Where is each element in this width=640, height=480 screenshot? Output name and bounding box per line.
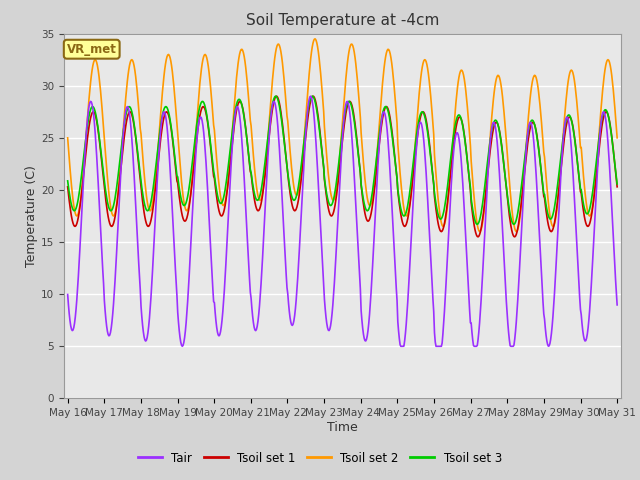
Tair [397, 343, 404, 349]
Tsoil set 3 [613, 181, 621, 187]
Tsoil set 3 [308, 93, 316, 99]
Tsoil set 1 [64, 184, 72, 190]
Title: Soil Temperature at -4cm: Soil Temperature at -4cm [246, 13, 439, 28]
Tsoil set 2 [74, 213, 81, 218]
Line: Tsoil set 3: Tsoil set 3 [68, 96, 617, 224]
Tsoil set 3 [74, 200, 81, 205]
Tair [427, 255, 435, 261]
Tair [613, 302, 621, 308]
Tsoil set 3 [426, 148, 434, 154]
Tsoil set 1 [186, 198, 194, 204]
Legend: Tair, Tsoil set 1, Tsoil set 2, Tsoil set 3: Tair, Tsoil set 1, Tsoil set 2, Tsoil se… [134, 447, 506, 469]
Tair [307, 93, 314, 99]
Tsoil set 3 [186, 179, 194, 185]
Tsoil set 1 [131, 123, 138, 129]
Tsoil set 3 [410, 154, 418, 160]
Tsoil set 2 [410, 159, 418, 165]
Tair [74, 286, 81, 291]
Tair [215, 333, 223, 339]
Tair [131, 173, 138, 179]
Tsoil set 2 [215, 182, 223, 188]
Tsoil set 3 [215, 198, 223, 204]
Tsoil set 2 [613, 135, 621, 141]
Tsoil set 3 [474, 221, 481, 227]
Tsoil set 2 [312, 36, 319, 42]
Tsoil set 2 [186, 196, 194, 202]
Tsoil set 1 [215, 208, 223, 214]
Tsoil set 1 [426, 144, 434, 150]
Tsoil set 3 [131, 121, 138, 127]
Tsoil set 1 [474, 234, 482, 240]
Tsoil set 2 [513, 229, 520, 235]
Tair [411, 172, 419, 178]
Tsoil set 2 [64, 135, 72, 141]
Tsoil set 2 [426, 84, 434, 90]
Line: Tsoil set 1: Tsoil set 1 [68, 96, 617, 237]
Tsoil set 1 [74, 218, 81, 224]
Text: VR_met: VR_met [67, 43, 116, 56]
Tsoil set 3 [64, 178, 72, 184]
Tsoil set 1 [410, 166, 418, 172]
Tair [64, 292, 72, 298]
Tsoil set 1 [309, 93, 317, 99]
Y-axis label: Temperature (C): Temperature (C) [25, 165, 38, 267]
Tsoil set 1 [613, 184, 621, 190]
Line: Tsoil set 2: Tsoil set 2 [68, 39, 617, 232]
Tsoil set 2 [131, 63, 138, 69]
X-axis label: Time: Time [327, 421, 358, 434]
Line: Tair: Tair [68, 96, 617, 346]
Tair [186, 259, 194, 264]
